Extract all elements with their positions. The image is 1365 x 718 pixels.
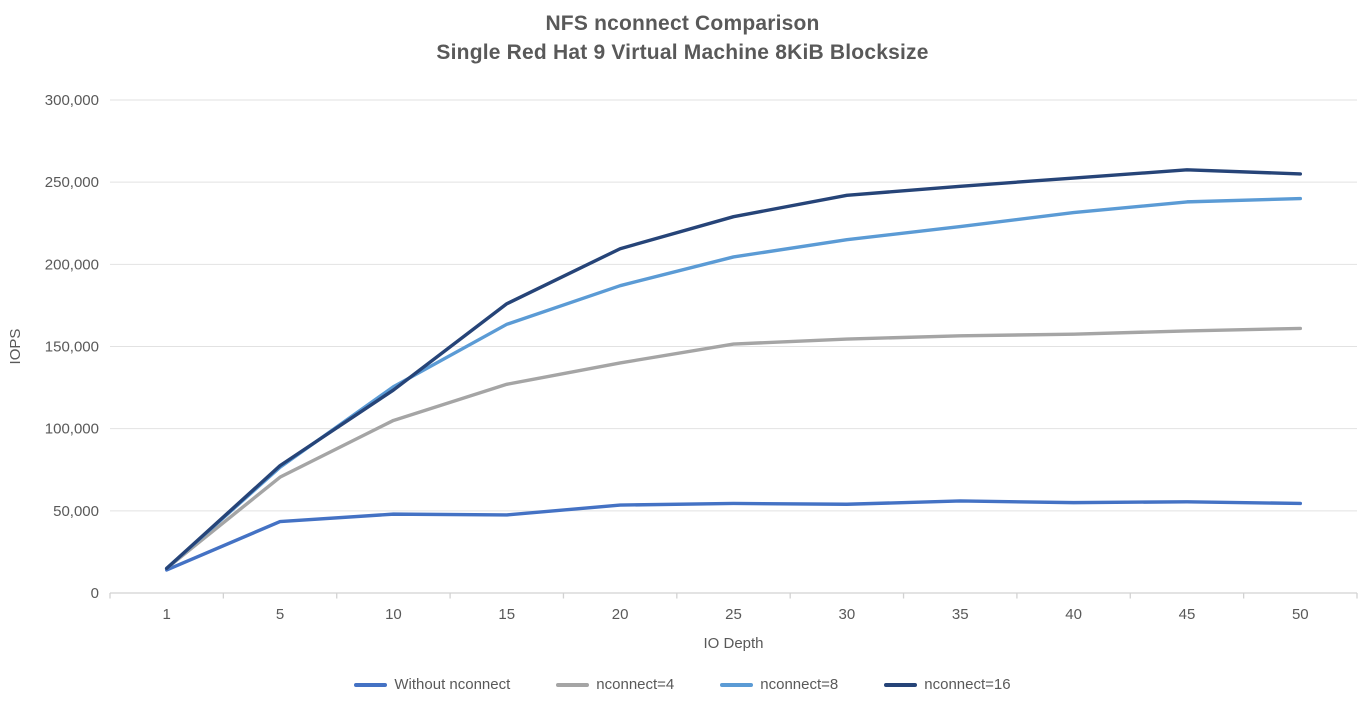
y-tick-label: 150,000 <box>45 339 99 356</box>
legend-label: nconnect=8 <box>760 676 839 693</box>
y-tick-label: 250,000 <box>45 174 99 191</box>
x-tick-label: 5 <box>276 606 284 623</box>
legend-item: nconnect=8 <box>720 676 838 693</box>
x-tick-label: 10 <box>385 606 402 623</box>
chart-title-block: NFS nconnect Comparison Single Red Hat 9… <box>0 10 1365 68</box>
x-tick-label: 25 <box>725 606 742 623</box>
x-tick-label: 35 <box>952 606 969 623</box>
legend-line-swatch <box>556 682 590 687</box>
legend-item: Without nconnect <box>354 676 510 693</box>
series-line-nconnect-4 <box>164 326 1303 571</box>
series-line-nconnect-8 <box>164 196 1303 571</box>
y-axis-title: IOPS <box>7 329 24 365</box>
legend-line-swatch <box>884 682 918 687</box>
series-line-nconnect-16 <box>164 168 1303 571</box>
legend-item: nconnect=4 <box>556 676 674 693</box>
legend-item: nconnect=16 <box>884 676 1011 693</box>
legend-label: Without nconnect <box>394 676 511 693</box>
legend-label: nconnect=4 <box>596 676 675 693</box>
legend-line-swatch <box>720 682 754 687</box>
y-tick-label: 300,000 <box>45 92 99 109</box>
chart-title: NFS nconnect Comparison <box>545 12 820 35</box>
chart-subtitle: Single Red Hat 9 Virtual Machine 8KiB Bl… <box>436 40 929 64</box>
plot-area: 0 50,000 100,000 150,000 200,000 250,000 300,0… <box>7 92 1358 652</box>
legend: Without nconnect nconnect=4 nconnect=8 ncon… <box>0 676 1365 693</box>
legend-line-swatch <box>354 682 388 687</box>
y-tick-label: 50,000 <box>53 503 99 520</box>
x-tick-label: 30 <box>839 606 856 623</box>
y-tick-label: 200,000 <box>45 256 99 273</box>
x-tick-label: 20 <box>612 606 629 623</box>
x-tick-label: 15 <box>498 606 515 623</box>
x-tick-label: 1 <box>163 606 171 623</box>
x-tick-label: 50 <box>1292 606 1309 623</box>
x-axis-title: IO Depth <box>703 635 763 652</box>
legend-label: nconnect=16 <box>924 676 1011 693</box>
y-tick-label: 100,000 <box>45 421 99 438</box>
x-tick-label: 40 <box>1065 606 1082 623</box>
y-tick-label: 0 <box>91 585 99 602</box>
x-tick-label: 45 <box>1179 606 1196 623</box>
series-line-without-nconnect <box>164 499 1303 572</box>
